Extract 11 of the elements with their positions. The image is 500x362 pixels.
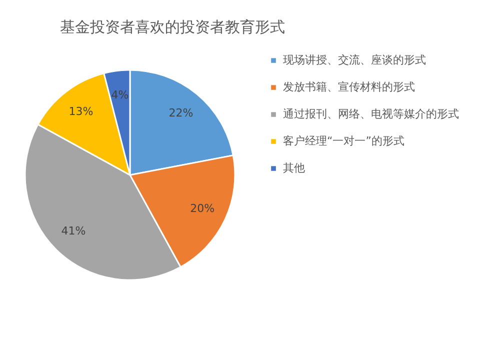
legend-label: 其他 [283,162,305,174]
chart-title: 基金投资者喜欢的投资者教育形式 [60,18,285,36]
data-label: 41% [61,224,86,238]
data-label: 22% [168,106,194,120]
data-label: 4% [111,88,129,102]
legend-label: 客户经理“一对一”的形式 [283,134,404,148]
data-label: 20% [190,202,215,216]
legend-label: 发放书籍、宣传材料的形式 [283,80,415,94]
data-label: 13% [68,104,94,118]
legend-label: 现场讲授、交流、座谈的形式 [283,54,426,66]
legend-label: 通过报刊、网络、电视等媒介的形式 [283,108,459,120]
